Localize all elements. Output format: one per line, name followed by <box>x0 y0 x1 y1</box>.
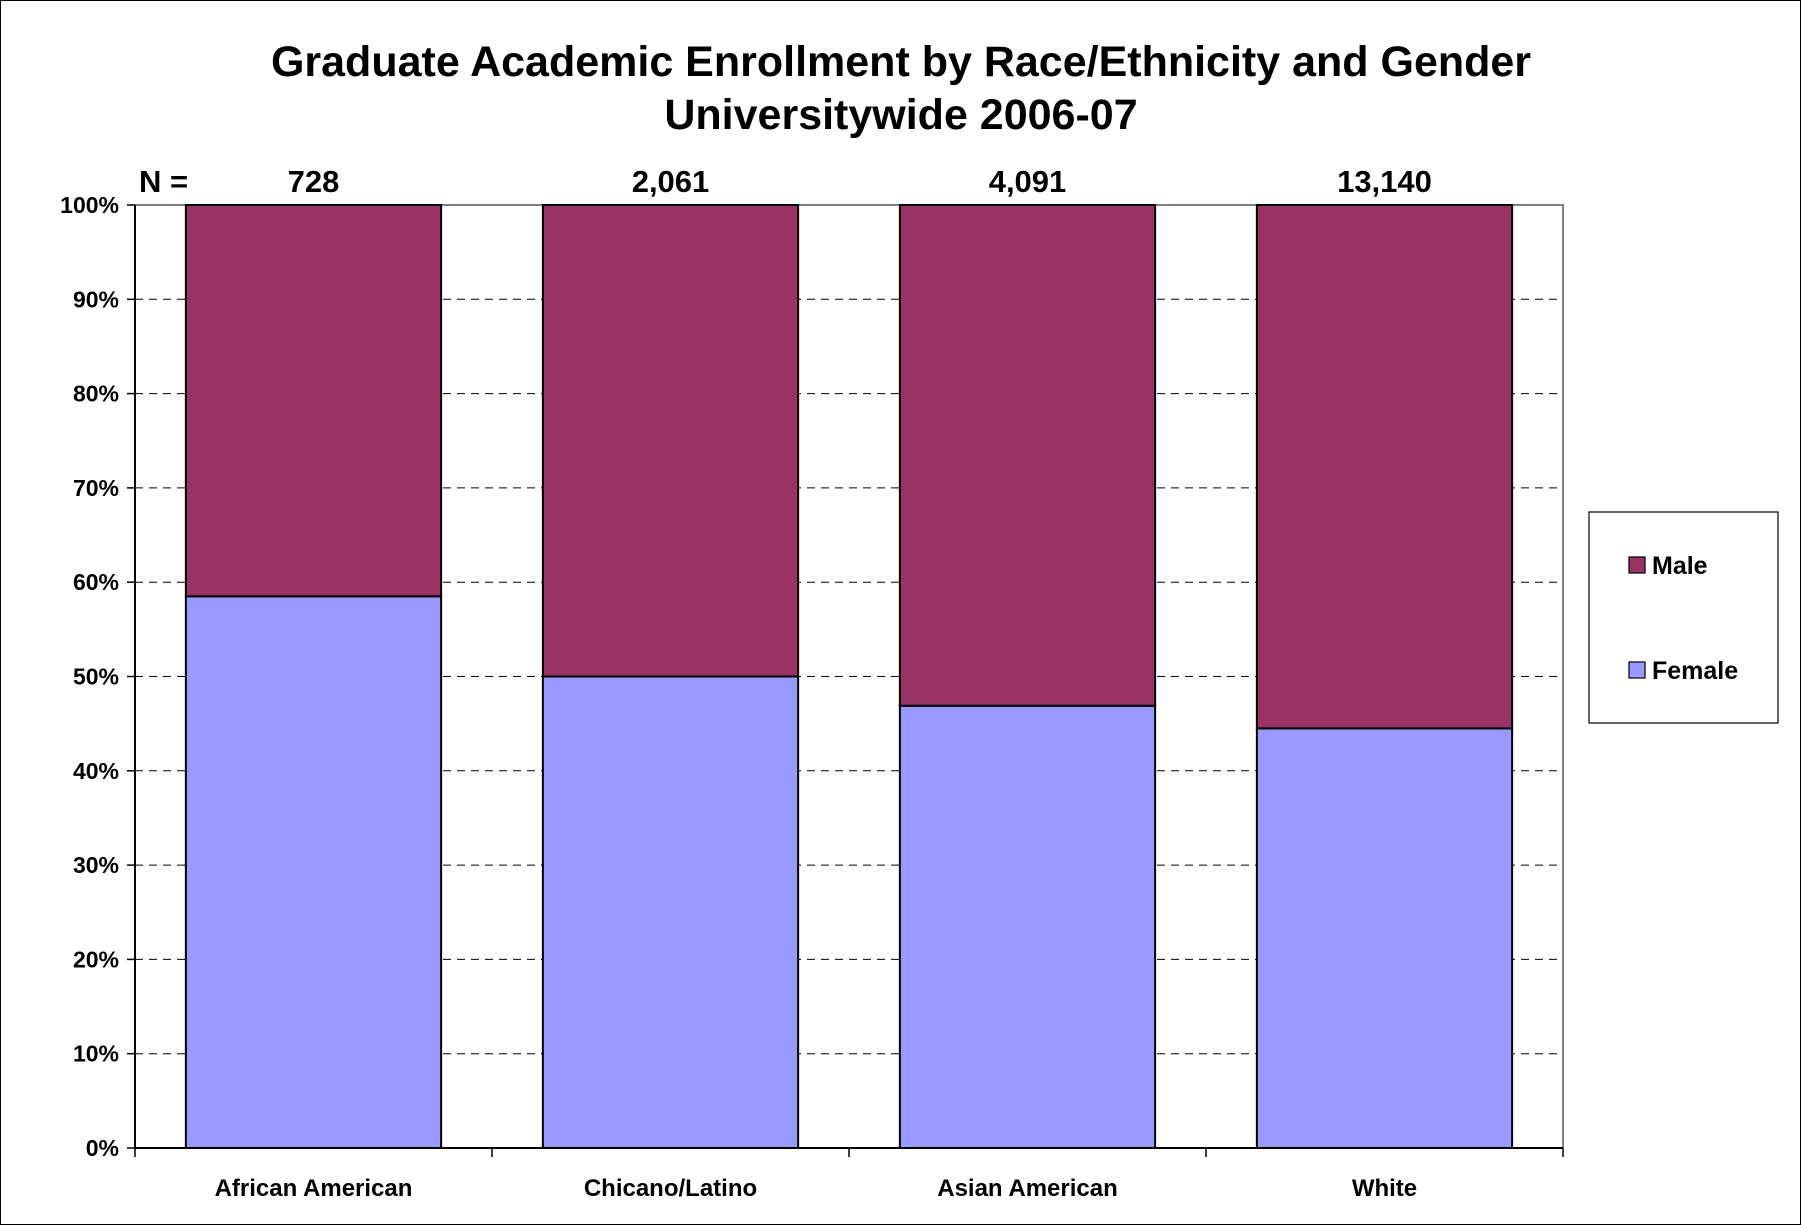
n-value: 728 <box>288 164 340 199</box>
bar-female-0 <box>184 595 443 1149</box>
n-value: 13,140 <box>1337 164 1432 199</box>
y-tick-label: 30% <box>73 852 119 878</box>
x-tick-label: Chicano/Latino <box>584 1175 757 1202</box>
legend-swatch-female <box>1628 661 1646 679</box>
bars <box>184 204 1514 1149</box>
bar-female-2 <box>898 704 1157 1149</box>
x-tick-label: Asian American <box>937 1175 1118 1202</box>
legend: Male Female <box>1588 511 1779 724</box>
y-tick-label: 50% <box>73 664 119 690</box>
legend-label-female: Female <box>1652 657 1738 685</box>
y-tick-label: 0% <box>86 1135 119 1161</box>
bar-male-0 <box>184 204 443 598</box>
y-tick-label: 90% <box>73 286 119 312</box>
axes <box>127 204 1564 1157</box>
y-tick-label: 100% <box>60 192 119 218</box>
axis-labels: 0% 10% 20% 30% 40% 50% 60% 70% 80% 90% 100% African… <box>60 192 1417 1202</box>
y-tick-label: 40% <box>73 758 119 784</box>
chart-title: Graduate Academic Enrollment by Race/Eth… <box>271 38 1531 86</box>
chart-subtitle: Universitywide 2006-07 <box>664 91 1137 139</box>
n-values: 728 2,061 4,091 13,140 <box>288 164 1432 199</box>
y-tick-label: 10% <box>73 1041 119 1067</box>
legend-swatch-male <box>1628 556 1646 574</box>
y-tick-label: 60% <box>73 569 119 595</box>
y-tick-label: 70% <box>73 475 119 501</box>
y-tick-label: 80% <box>73 381 119 407</box>
n-label: N = <box>139 164 188 199</box>
bar-female-1 <box>541 675 800 1149</box>
bar-male-2 <box>898 204 1157 707</box>
n-value: 2,061 <box>632 164 710 199</box>
x-tick-label: African American <box>215 1175 413 1202</box>
bar-male-1 <box>541 204 800 678</box>
bar-male-3 <box>1255 204 1514 730</box>
y-tick-label: 20% <box>73 946 119 972</box>
bar-female-3 <box>1255 727 1514 1149</box>
n-value: 4,091 <box>989 164 1067 199</box>
legend-box <box>1588 511 1779 724</box>
x-tick-label: White <box>1352 1175 1417 1202</box>
legend-label-male: Male <box>1652 552 1708 580</box>
